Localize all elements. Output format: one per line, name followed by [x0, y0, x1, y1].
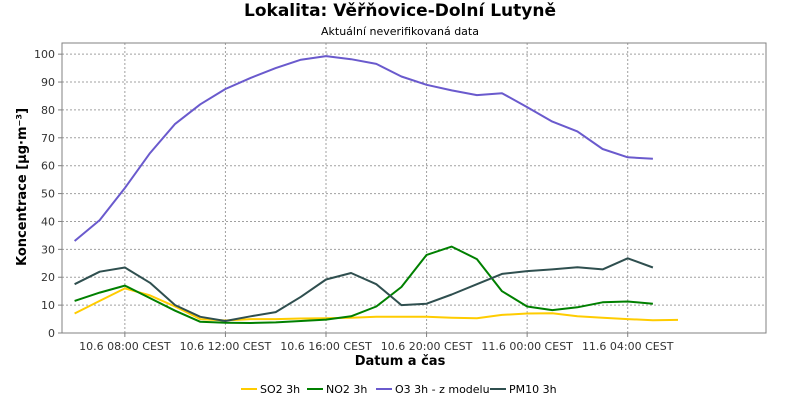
y-tick-label: 60 — [41, 160, 55, 173]
series-line-2 — [73, 55, 653, 242]
plot-background — [62, 43, 766, 333]
legend-label-0: SO2 3h — [260, 383, 300, 396]
series-line-0 — [74, 287, 679, 322]
x-axis: 10.6 08:00 CEST 10.6 12:00 CEST 10.6 16:00… — [79, 333, 674, 353]
series-lines — [73, 55, 679, 324]
y-axis: 0 10 20 30 40 50 60 70 80 90 100 — [34, 48, 62, 340]
y-tick-label: 40 — [41, 215, 55, 228]
plot-area — [61, 42, 767, 334]
y-tick-label: 0 — [48, 327, 55, 340]
y-tick-label: 70 — [41, 132, 55, 145]
y-tick-label: 20 — [41, 271, 55, 284]
y-tick-label: 30 — [41, 243, 55, 256]
y-tick-label: 90 — [41, 76, 55, 89]
y-tick-label: 10 — [41, 299, 55, 312]
x-tick-label: 10.6 12:00 CEST — [180, 340, 272, 353]
y-axis-label: Koncentrace [µg·m⁻³] — [15, 108, 30, 266]
chart-title: Lokalita: Věřňovice-Dolní Lutyně — [244, 1, 556, 21]
x-tick-label: 10.6 08:00 CEST — [79, 340, 171, 353]
x-tick-label: 11.6 00:00 CEST — [481, 340, 573, 353]
y-tick-label: 100 — [34, 48, 55, 61]
x-tick-label: 11.6 04:00 CEST — [582, 340, 674, 353]
legend-label-3: PM10 3h — [509, 383, 557, 396]
y-tick-label: 50 — [41, 188, 55, 201]
x-tick-label: 10.6 16:00 CEST — [280, 340, 372, 353]
legend: SO2 3h NO2 3h O3 3h - z modelu PM10 3h — [241, 383, 557, 396]
y-tick-label: 80 — [41, 104, 55, 117]
legend-label-2: O3 3h - z modelu — [395, 383, 490, 396]
series-line-1 — [74, 245, 653, 324]
legend-label-1: NO2 3h — [326, 383, 367, 396]
x-tick-label: 10.6 20:00 CEST — [381, 340, 473, 353]
series-line-3 — [74, 257, 654, 322]
x-axis-label: Datum a čas — [355, 354, 446, 369]
plot-border — [61, 42, 767, 334]
chart-subtitle: Aktuální neverifikovaná data — [321, 25, 479, 38]
